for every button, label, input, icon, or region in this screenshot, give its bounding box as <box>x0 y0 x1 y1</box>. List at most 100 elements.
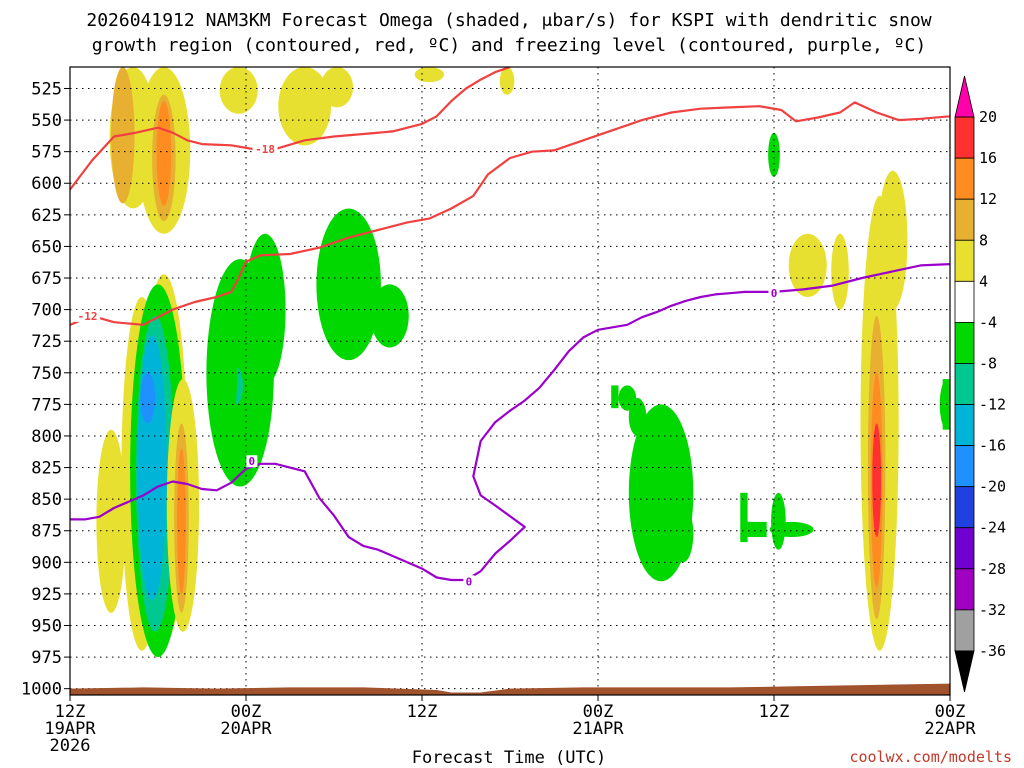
omega-shade-15 <box>137 334 167 601</box>
colorbar-label-12: -32 <box>979 601 1006 619</box>
x-tick-label-1-0: 00Z <box>231 702 262 722</box>
y-tick-label-12: 825 <box>31 459 62 479</box>
y-tick-label-5: 650 <box>31 237 62 257</box>
colorbar-bin-9 <box>954 445 975 488</box>
contour-label-1-1: 0 <box>466 575 473 588</box>
omega-shade-27 <box>628 398 647 436</box>
credit-text: coolwx.com/modelts <box>849 748 1012 766</box>
terrain <box>70 683 950 695</box>
colorbar-label-6: -8 <box>979 354 997 372</box>
colorbar: 20 16 12 8 4 -4 -8 -12 -16 -20 -24 -28 -32 -36 <box>954 75 1006 693</box>
y-tick-label-7: 700 <box>31 301 62 321</box>
contour-label-bg-0-1 <box>75 309 101 322</box>
omega-shade-5 <box>219 67 258 114</box>
grid-lines <box>70 67 950 695</box>
y-tick-label-18: 975 <box>31 648 62 668</box>
y-tick-label-1: 550 <box>31 111 62 131</box>
omega-shade-28 <box>618 385 637 411</box>
colorbar-label-3: 8 <box>979 231 988 249</box>
x-axis-title: Forecast Time (UTC) <box>412 748 606 768</box>
y-tick-label-3: 600 <box>31 174 62 194</box>
omega-shade-31 <box>771 492 786 550</box>
colorbar-bin-7 <box>954 363 975 405</box>
colorbar-bin-12 <box>954 568 975 611</box>
omega-shade-10 <box>96 429 126 613</box>
y-tick-label-0: 525 <box>31 79 62 99</box>
colorbar-bin-5 <box>954 280 975 323</box>
x-tick-label-4-0: 12Z <box>759 702 790 722</box>
colorbar-bin-13 <box>954 609 975 652</box>
contour-label-bg-0-0 <box>252 143 278 156</box>
y-tick-label-14: 875 <box>31 522 62 542</box>
plot-frame <box>69 66 951 696</box>
omega-shade-39 <box>872 423 882 538</box>
contour-line-0-1 <box>70 101 950 326</box>
omega-shade-32 <box>769 521 814 538</box>
contour-label-0-0: -18 <box>255 143 275 156</box>
contour-label-bg-1-2 <box>768 287 780 300</box>
omega-shade-30 <box>768 132 780 177</box>
omega-shade-36 <box>878 170 908 310</box>
colorbar-label-0: 20 <box>979 108 997 126</box>
omega-shade-16 <box>140 372 156 424</box>
omega-shade-9 <box>499 67 515 95</box>
colorbar-label-9: -20 <box>979 478 1006 496</box>
omega-rect-0 <box>611 385 619 409</box>
terrain-fill <box>70 683 950 695</box>
y-axis: 525 550 575 600 625 650 675 700 725 750 775 800 825 8… <box>21 79 70 700</box>
colorbar-label-4: 4 <box>979 272 988 290</box>
y-tick-label-11: 800 <box>31 427 62 447</box>
y-tick-label-10: 775 <box>31 395 62 415</box>
chart-title-line1: 2026041912 NAM3KM Forecast Omega (shaded… <box>86 10 931 31</box>
y-tick-label-9: 750 <box>31 364 62 384</box>
contour-line-1-0 <box>70 263 950 582</box>
plot-area: -18 -12 0 0 0 <box>70 67 950 695</box>
contour-label-1-2: 0 <box>771 287 778 300</box>
x-tick-label-2-0: 12Z <box>407 702 438 722</box>
omega-rect-1 <box>740 492 748 543</box>
omega-shade-29 <box>672 505 694 563</box>
colorbar-bin-4 <box>954 239 975 282</box>
contour-label-0-1: -12 <box>78 310 98 323</box>
y-tick-label-19: 1000 <box>21 680 62 700</box>
y-tick-label-17: 950 <box>31 617 62 637</box>
x-tick-label-5-1: 22APR <box>924 719 976 739</box>
colorbar-label-8: -16 <box>979 437 1006 455</box>
colorbar-bin-6 <box>954 321 975 364</box>
omega-shade-22 <box>244 233 286 386</box>
omega-shade-6 <box>278 67 332 146</box>
y-tick-label-16: 925 <box>31 585 62 605</box>
colorbar-bin-0 <box>954 75 975 118</box>
x-tick-label-0-1: 19APR <box>44 719 96 739</box>
y-tick-label-6: 675 <box>31 269 62 289</box>
colorbar-label-13: -36 <box>979 642 1006 660</box>
x-tick-label-5-0: 00Z <box>935 702 966 722</box>
colorbar-label-11: -28 <box>979 560 1006 578</box>
colorbar-label-1: 16 <box>979 149 997 167</box>
colorbar-label-5: -4 <box>979 313 997 331</box>
x-tick-label-1-1: 20APR <box>220 719 272 739</box>
colorbar-label-10: -24 <box>979 519 1006 537</box>
contour-line-0-0 <box>70 67 511 191</box>
omega-shade-34 <box>831 233 849 310</box>
colorbar-bin-14 <box>954 650 975 693</box>
colorbar-label-7: -12 <box>979 396 1006 414</box>
x-tick-label-0-2: 2026 <box>50 736 91 756</box>
omega-shading <box>96 67 950 658</box>
y-tick-label-8: 725 <box>31 332 62 352</box>
y-tick-label-4: 625 <box>31 206 62 226</box>
omega-shade-25 <box>370 284 409 348</box>
colorbar-bin-8 <box>954 404 975 446</box>
colorbar-bin-2 <box>954 157 975 200</box>
colorbar-bin-10 <box>954 486 975 529</box>
y-tick-label-15: 900 <box>31 553 62 573</box>
contour-label-bg-1-0 <box>246 455 258 468</box>
colorbar-bin-1 <box>954 116 975 159</box>
contour-label-1-0: 0 <box>249 455 256 468</box>
omega-shade-23 <box>210 309 238 436</box>
y-tick-label-2: 575 <box>31 143 62 163</box>
omega-shade-8 <box>414 67 445 83</box>
omega-shade-4 <box>156 101 172 206</box>
